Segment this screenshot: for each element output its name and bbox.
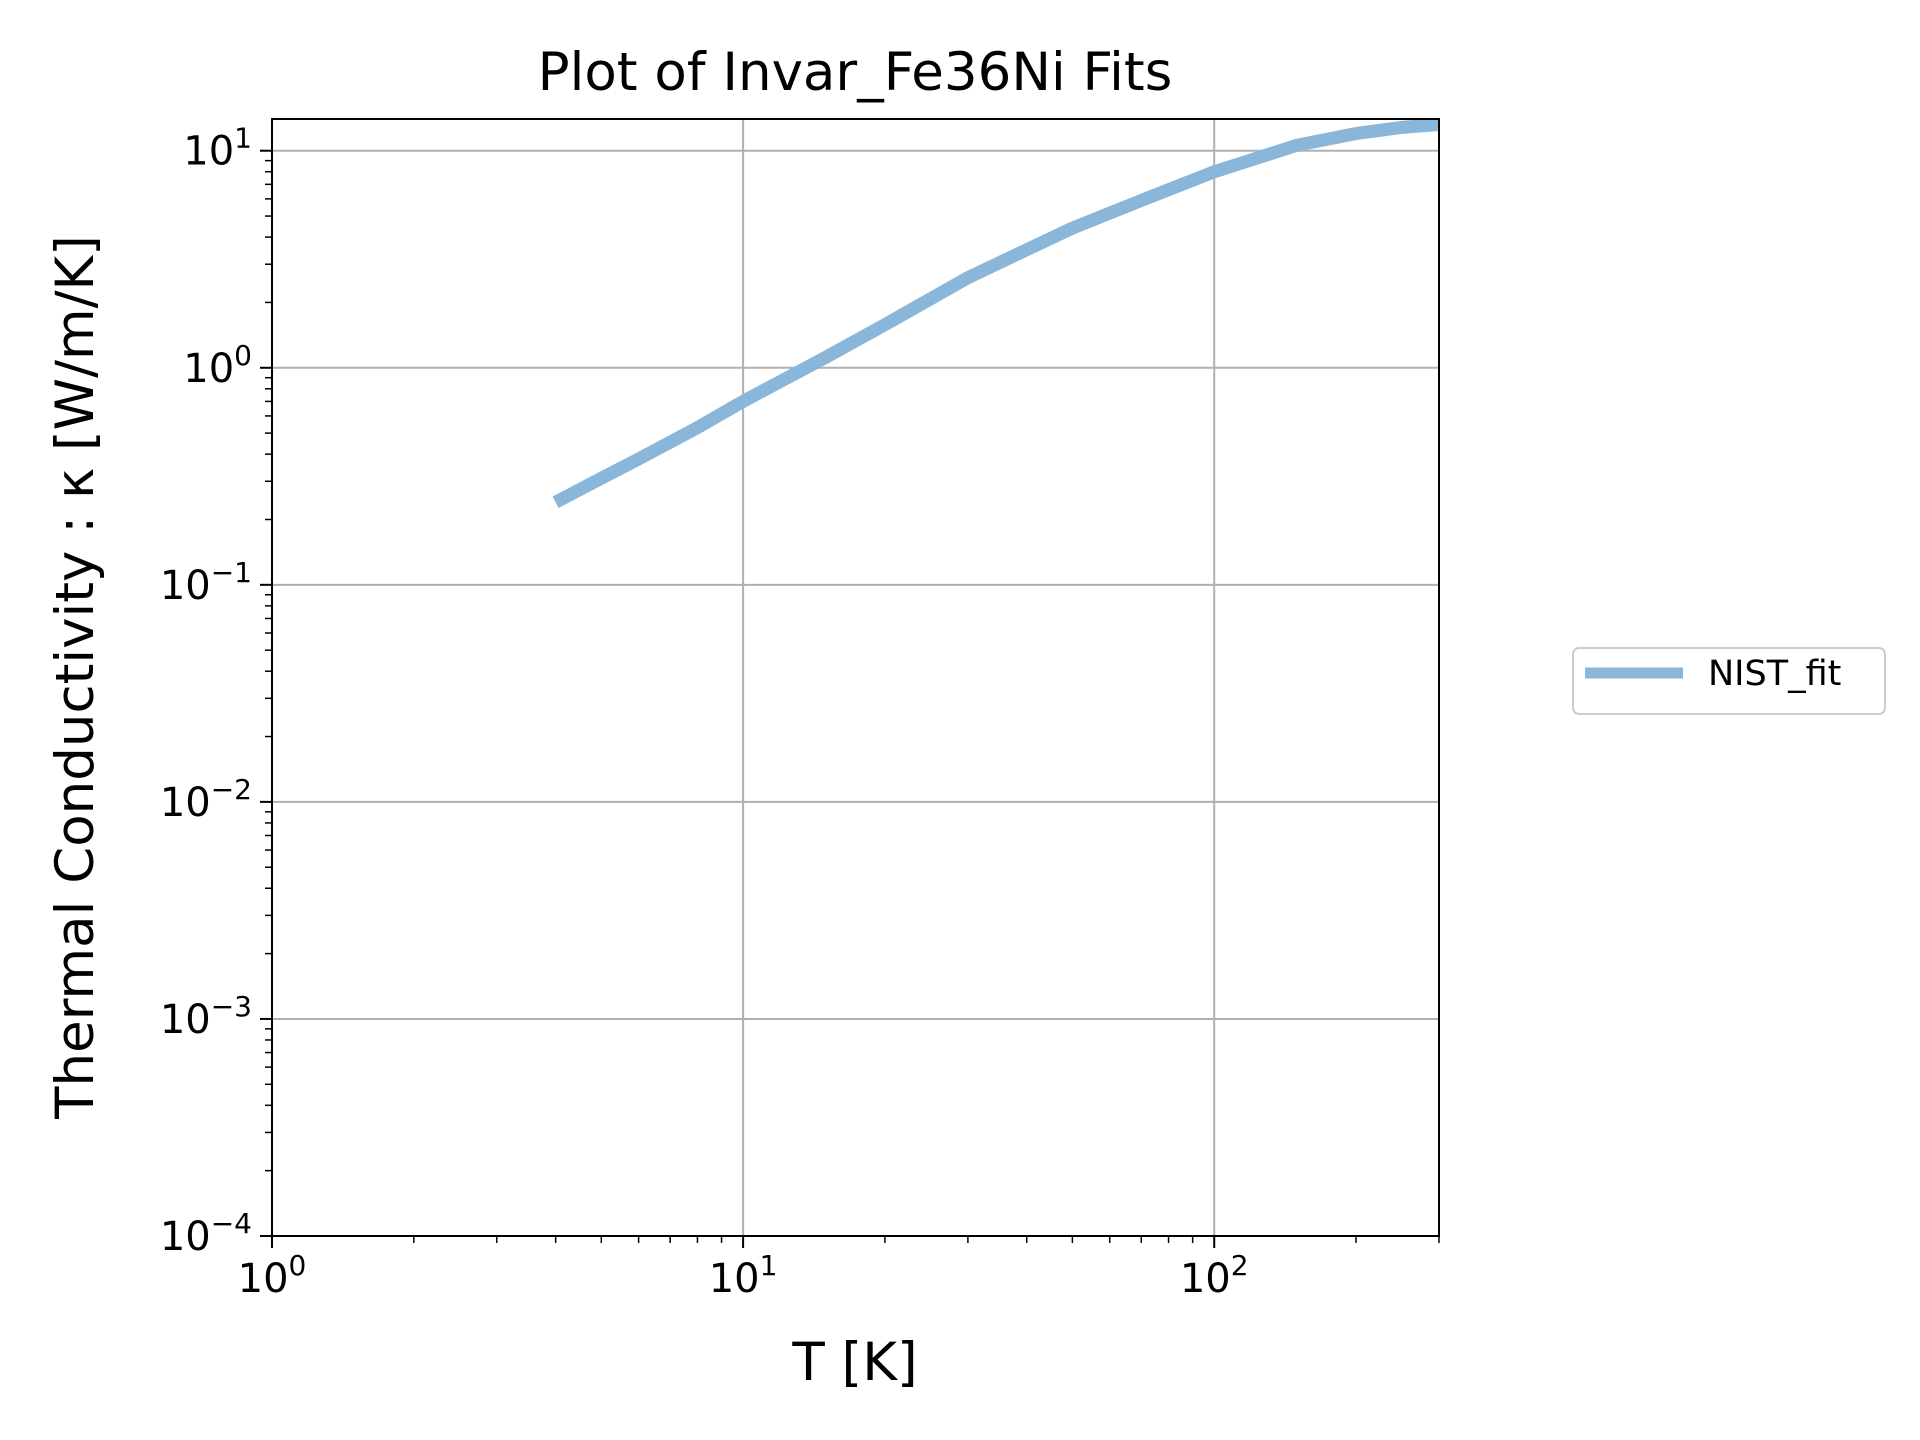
legend: NIST_fit <box>1572 647 1886 715</box>
x-tick-label: 100 <box>238 1249 307 1302</box>
y-tick-label: 10−1 <box>160 556 252 609</box>
x-axis-label: T [K] <box>791 1332 917 1393</box>
plot-frame <box>271 118 1440 1237</box>
x-tick-label: 101 <box>709 1249 778 1302</box>
chart-title: Plot of Invar_Fe36Ni Fits <box>538 42 1173 103</box>
y-tick-label: 101 <box>183 122 252 175</box>
x-tick-label: 102 <box>1180 1249 1249 1302</box>
legend-label: NIST_fit <box>1708 654 1841 694</box>
y-axis-label: Thermal Conductivity : κ [W/m/K] <box>45 235 106 1120</box>
legend-frame <box>1572 647 1886 715</box>
series-layer <box>552 118 1440 509</box>
grid <box>271 119 1439 1237</box>
y-tick-label: 10−4 <box>160 1207 252 1260</box>
series-line-0 <box>552 118 1440 509</box>
y-tick-label: 10−2 <box>160 773 252 826</box>
ticks: 100 101 102 10−4 10−3 10−2 10−1 100 101 <box>160 122 1440 1302</box>
y-tick-label: 100 <box>183 339 252 392</box>
y-tick-label: 10−3 <box>160 990 252 1043</box>
